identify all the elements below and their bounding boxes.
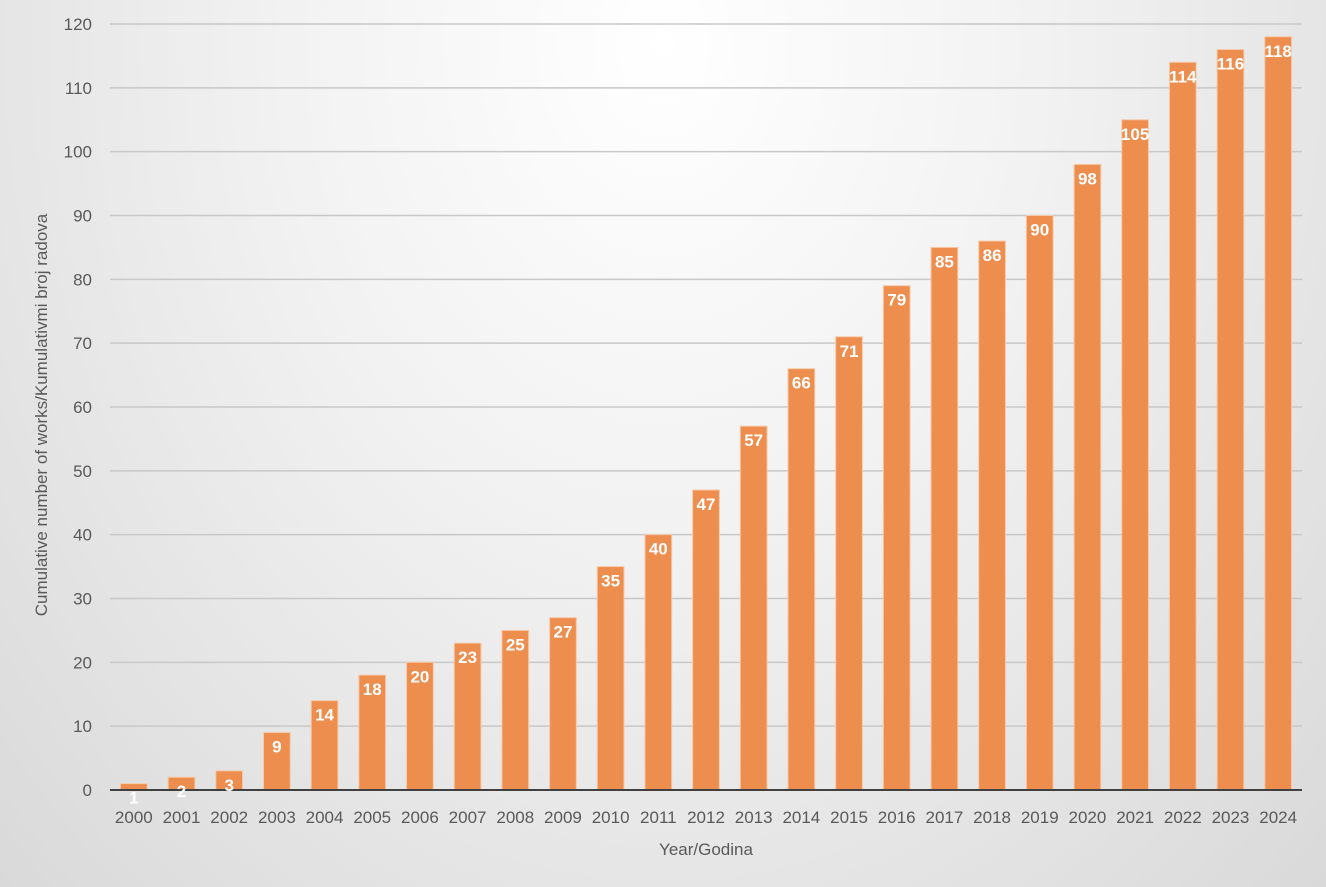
y-tick-label: 80 [73,270,92,289]
y-tick-label: 120 [64,15,92,34]
y-tick-label: 60 [73,398,92,417]
x-tick-label: 2021 [1116,808,1154,827]
data-label: 20 [410,667,429,686]
data-label: 35 [601,572,620,591]
x-tick-label: 2008 [496,808,534,827]
data-label: 57 [744,431,763,450]
x-tick-label: 2005 [353,808,391,827]
gridlines [110,23,1302,727]
y-tick-label: 70 [73,334,92,353]
data-label: 98 [1078,169,1097,188]
bar-2022 [1168,61,1197,791]
bar-2024 [1264,36,1293,791]
data-label: 90 [1030,221,1049,240]
x-axis-title: Year/Godina [659,840,753,859]
data-label: 14 [315,706,334,725]
x-tick-label: 2019 [1021,808,1059,827]
y-tick-label: 100 [64,143,92,162]
x-tick-label: 2013 [735,808,773,827]
bars [119,36,1293,791]
x-tick-label: 2001 [163,808,201,827]
x-tick-label: 2009 [544,808,582,827]
data-label: 47 [697,495,716,514]
y-axis-title: Cumulative number of works/Kumulativmi b… [32,213,51,616]
x-tick-label: 2006 [401,808,439,827]
data-label: 71 [840,342,859,361]
bar-2010 [596,566,625,791]
bar-2012 [692,489,720,791]
bar-2020 [1073,163,1102,791]
x-tick-label: 2007 [449,808,487,827]
x-tick-label: 2000 [115,808,153,827]
y-tick-label: 30 [73,590,92,609]
y-tick-label: 50 [73,462,92,481]
bar-2014 [787,368,816,791]
x-tick-label: 2017 [925,808,963,827]
bar-2021 [1121,119,1149,791]
x-tick-label: 2022 [1164,808,1202,827]
bar-2017 [930,246,959,791]
x-tick-label: 2015 [830,808,868,827]
x-tick-label: 2004 [306,808,344,827]
data-label: 18 [363,680,382,699]
x-tick-label: 2003 [258,808,296,827]
bar-2006 [406,661,434,791]
data-label: 105 [1121,125,1149,144]
x-tick-label: 2010 [592,808,630,827]
y-tick-label: 40 [73,526,92,545]
data-label: 40 [649,540,668,559]
data-label: 114 [1169,67,1197,86]
y-axis-tick-labels: 0 10 20 30 40 50 60 70 80 90 100 110 120 [64,15,92,800]
bar-2013 [739,425,768,791]
bar-2019 [1025,215,1054,791]
y-tick-label: 20 [73,653,92,672]
y-tick-label: 10 [73,717,92,736]
x-tick-label: 2002 [210,808,248,827]
bar-2016 [882,285,911,791]
data-label: 1 [129,789,138,808]
bar-2015 [835,336,863,791]
x-tick-label: 2024 [1259,808,1297,827]
data-label: 116 [1217,55,1244,74]
data-label: 85 [935,252,954,271]
bar-2008 [501,629,530,791]
bar-2018 [978,240,1006,791]
data-label: 79 [887,291,906,310]
bar-2023 [1216,49,1245,791]
x-tick-label: 2016 [878,808,916,827]
data-label: 66 [792,374,811,393]
x-tick-label: 2020 [1069,808,1107,827]
data-label: 25 [506,635,525,654]
y-tick-label: 110 [65,79,92,98]
data-label: 118 [1264,42,1291,61]
data-label: 3 [224,776,233,795]
y-tick-label: 0 [83,781,92,800]
data-label: 86 [983,246,1002,265]
data-label: 23 [458,648,477,667]
x-tick-label: 2011 [640,808,677,827]
x-tick-label: 2018 [973,808,1011,827]
data-label: 2 [177,782,186,801]
bar-2005 [358,674,387,791]
data-label: 27 [553,623,572,642]
x-tick-label: 2023 [1212,808,1250,827]
x-tick-label: 2014 [782,808,820,827]
x-tick-label: 2012 [687,808,725,827]
bar-2009 [549,617,577,791]
bar-2004 [310,700,339,791]
bar-2011 [644,534,673,791]
y-tick-label: 90 [73,207,92,226]
bar-2007 [453,642,482,791]
bar-2003 [263,732,291,791]
x-axis-tick-labels: 2000 2001 2002 2003 2004 2005 2006 2007 2008 2009… [115,808,1297,827]
data-label: 9 [272,738,281,757]
